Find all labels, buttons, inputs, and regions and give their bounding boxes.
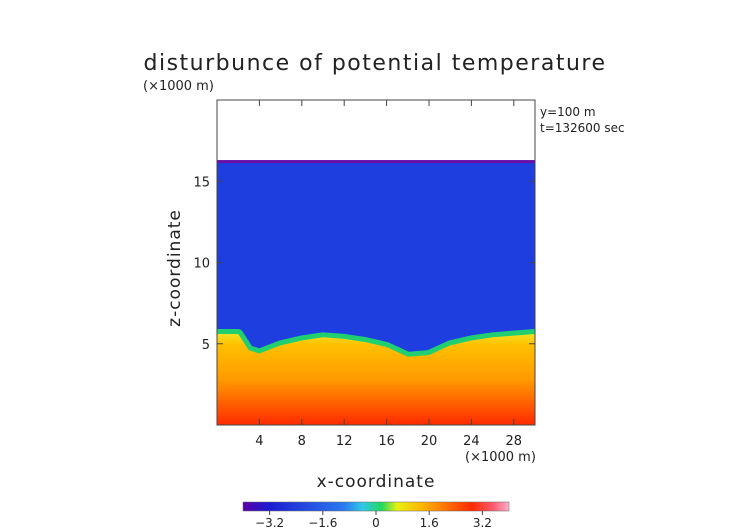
colorbar-tick-label: 3.2 (473, 516, 492, 530)
y-tick-label: 5 (202, 338, 210, 353)
y-tick-label: 10 (193, 257, 210, 272)
x-tick-label: 28 (506, 434, 523, 449)
lower-layer (217, 334, 535, 425)
x-axis-label: x-coordinate (317, 472, 436, 492)
colorbar (242, 501, 510, 512)
data-top-line (217, 160, 535, 164)
y-tick-label: 15 (193, 175, 210, 190)
colorbar-tick-label: −1.6 (308, 516, 337, 530)
colorbar-ticks: −3.2 −1.6 0 1.6 3.2 (255, 511, 492, 530)
chart-title: disturbunce of potential temperature (144, 51, 607, 76)
colorbar-tick-label: 1.6 (420, 516, 439, 530)
x-tick-label: 12 (336, 434, 353, 449)
x-tick-label: 24 (463, 434, 480, 449)
x-tick-label: 4 (255, 434, 263, 449)
colorbar-tick-label: −3.2 (255, 516, 284, 530)
annotation-y: y=100 m (540, 105, 596, 119)
annotation-t: t=132600 sec (540, 121, 625, 135)
field-layer (217, 100, 535, 425)
x-axis-ticks: 4 8 12 16 20 24 28 (255, 100, 522, 449)
x-tick-label: 20 (421, 434, 438, 449)
x-tick-label: 16 (378, 434, 395, 449)
y-axis-label: z-coordinate (165, 209, 185, 327)
x-tick-label: 8 (298, 434, 306, 449)
colorbar-tick-label: 0 (372, 516, 380, 530)
x-axis-unit: (×1000 m) (465, 450, 536, 465)
y-axis-ticks: 5 10 15 (193, 175, 535, 353)
y-axis-unit: (×1000 m) (143, 79, 214, 94)
